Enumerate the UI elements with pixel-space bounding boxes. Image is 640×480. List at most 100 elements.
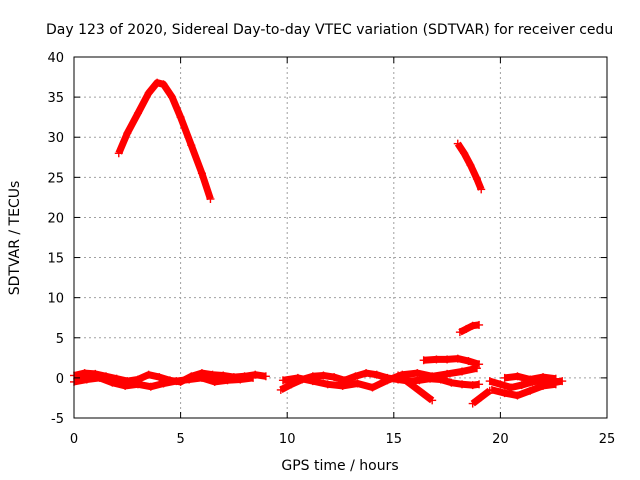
series-line xyxy=(115,79,214,201)
data-point xyxy=(468,381,477,390)
data-point xyxy=(95,373,104,382)
series-arc-12 xyxy=(487,380,560,400)
data-point xyxy=(323,380,332,389)
data-point xyxy=(485,377,494,386)
series-arc-8 xyxy=(278,364,481,392)
series-arc-2 xyxy=(453,139,486,194)
data-point xyxy=(443,355,452,364)
data-point xyxy=(468,399,477,408)
y-tick-label: 0 xyxy=(56,372,64,387)
data-point xyxy=(458,367,467,376)
data-point xyxy=(526,386,535,395)
data-point xyxy=(551,374,560,383)
data-point xyxy=(144,89,153,98)
data-point xyxy=(351,372,360,381)
x-tick-label: 5 xyxy=(176,432,184,447)
y-tick-label: 5 xyxy=(56,332,64,347)
data-point xyxy=(539,381,548,390)
x-tick-label: 25 xyxy=(599,432,616,447)
data-point xyxy=(526,375,535,384)
data-point xyxy=(507,383,516,392)
data-point xyxy=(80,369,89,378)
data-point xyxy=(475,380,484,389)
data-point xyxy=(394,371,403,380)
data-point xyxy=(419,389,428,398)
tick-labels: 0 5 10 15 20 25 -5 0 5 10 15 20 25 30 35 40 xyxy=(47,51,615,447)
data-point xyxy=(133,109,142,118)
data-point xyxy=(187,141,196,150)
data-point xyxy=(464,357,473,366)
data-point xyxy=(458,380,467,389)
y-tick-label: 15 xyxy=(47,252,64,267)
data-point xyxy=(500,389,509,398)
series-arc-9 xyxy=(394,371,437,405)
data-point xyxy=(176,113,185,122)
x-tick-label: 15 xyxy=(386,432,403,447)
data-point xyxy=(517,381,526,390)
data-point xyxy=(475,320,484,329)
data-point xyxy=(487,385,496,394)
data-point xyxy=(513,372,522,381)
data-point xyxy=(108,378,117,387)
data-point xyxy=(419,356,428,365)
x-axis-title: GPS time / hours xyxy=(281,458,398,474)
data-point xyxy=(353,379,362,388)
data-point xyxy=(121,381,130,390)
data-point xyxy=(208,370,217,379)
data-point xyxy=(477,185,486,194)
series-arc-4 xyxy=(419,354,484,369)
data-point xyxy=(144,370,153,379)
data-point xyxy=(123,129,132,138)
data-point xyxy=(500,373,509,382)
x-tick-label: 20 xyxy=(492,432,509,447)
data-point xyxy=(539,373,548,382)
axis-ticks xyxy=(73,56,608,419)
data-point xyxy=(293,373,302,382)
data-series xyxy=(70,78,567,408)
y-tick-label: 25 xyxy=(47,171,64,186)
data-point xyxy=(276,385,285,394)
data-point xyxy=(362,369,371,378)
data-point xyxy=(155,373,164,382)
data-point xyxy=(513,391,522,400)
data-point xyxy=(443,369,452,378)
x-tick-label: 10 xyxy=(279,432,296,447)
data-point xyxy=(472,174,481,183)
data-point xyxy=(453,139,462,148)
data-point xyxy=(455,328,464,337)
x-tick-label: 0 xyxy=(70,432,78,447)
data-point xyxy=(249,373,258,382)
data-point xyxy=(114,149,123,158)
data-point xyxy=(477,393,486,402)
data-point xyxy=(133,380,142,389)
data-point xyxy=(210,377,219,386)
data-point xyxy=(368,383,377,392)
data-point xyxy=(383,376,392,385)
data-point xyxy=(172,377,181,386)
data-point xyxy=(447,378,456,387)
data-point xyxy=(308,377,317,386)
data-point xyxy=(261,372,270,381)
data-point xyxy=(168,93,177,102)
data-point xyxy=(558,377,567,386)
data-point xyxy=(472,364,481,373)
data-point xyxy=(338,381,347,390)
data-point xyxy=(236,375,245,384)
data-point xyxy=(402,377,411,386)
data-point xyxy=(475,360,484,369)
data-point xyxy=(159,379,168,388)
data-point xyxy=(496,380,505,389)
data-point xyxy=(185,375,194,384)
plot-frame xyxy=(73,56,608,419)
grid-lines xyxy=(74,57,607,418)
data-point xyxy=(432,355,441,364)
y-tick-label: 35 xyxy=(47,91,64,106)
data-point xyxy=(460,149,469,158)
data-point xyxy=(411,383,420,392)
data-point xyxy=(82,375,91,384)
data-point xyxy=(153,78,162,87)
y-tick-label: 30 xyxy=(47,131,64,146)
series-arc-13 xyxy=(500,372,560,384)
data-point xyxy=(468,321,477,330)
